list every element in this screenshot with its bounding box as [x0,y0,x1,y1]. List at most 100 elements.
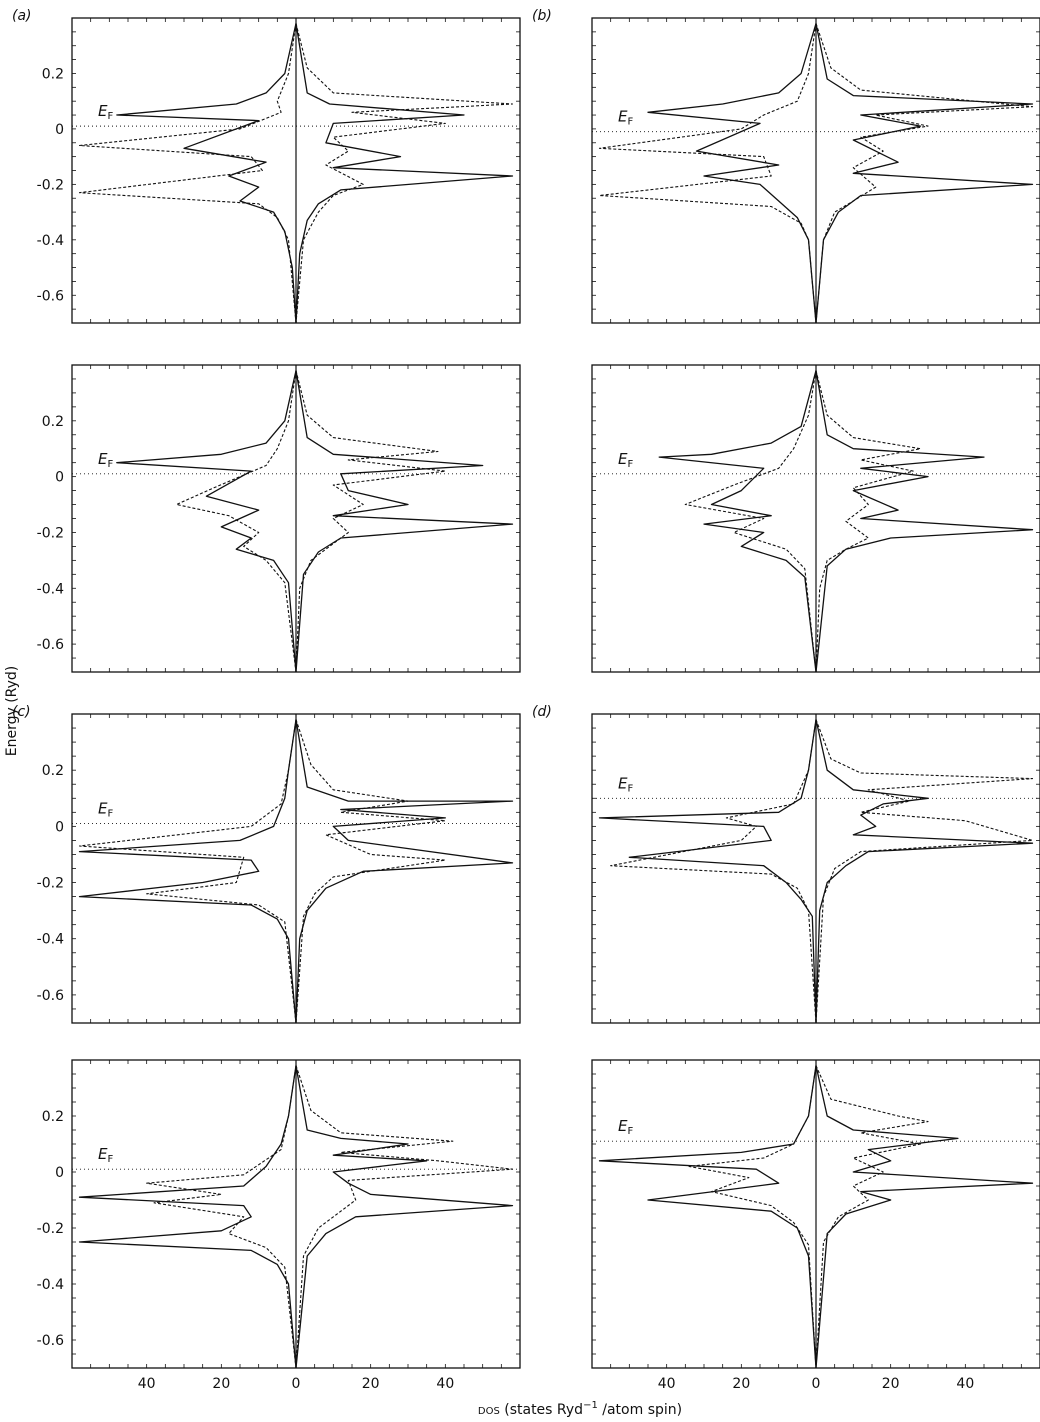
x-tick-label: 20 [882,1376,900,1392]
y-tick-label: -0.4 [37,1277,64,1293]
x-tick-label: 20 [212,1376,230,1392]
fermi-label: EF [98,1145,113,1165]
dos-curve-dotted-left [78,719,297,1024]
y-tick-label: 0 [55,1165,64,1181]
y-tick-label: -0.2 [37,876,64,892]
dos-curve-solid-right [295,23,514,324]
panel-3: EF 0.2 0 -0.2 -0.4 -0.6 [37,364,521,673]
dos-curve-dotted-left [610,719,817,1024]
fermi-label: EF [98,800,113,820]
dos-curve-dotted-left [684,370,817,673]
y-tick-label: -0.4 [37,233,64,249]
y-tick-label: 0 [55,122,64,138]
fermi-label-main: E [618,1117,628,1135]
y-tick-label: 0.2 [42,763,64,779]
y-tick-label: -0.6 [37,637,64,653]
panel-label: (c) [12,704,31,720]
dos-curve-solid-right [295,1065,514,1369]
fermi-label-sub: F [107,111,113,122]
dos-curve-solid-left [116,370,297,673]
x-axis-title-tail: /atom spin) [598,1402,682,1418]
x-axis-title-prefix: DOS [478,1406,500,1417]
dos-curve-solid-right [815,1065,1034,1369]
fermi-label-main: E [618,774,628,792]
dos-curve-solid-right [295,370,514,673]
y-tick-label: -0.6 [37,288,64,304]
dos-curve-solid-left [116,23,297,324]
dos-curve-solid-left [78,719,297,1024]
panel-4: EF [591,364,1040,673]
fermi-label-sub: F [107,1154,113,1165]
fermi-label-sub: F [627,783,633,794]
fermi-label-main: E [618,450,628,468]
dos-curve-dotted-left [146,1065,297,1369]
panel-label: (a) [12,8,32,24]
dos-curve-dotted-left [78,23,297,324]
panel-6: EF (d) [532,704,1040,1024]
panel-5: EF 0.2 0 -0.2 -0.4 -0.6 (c) [12,704,521,1024]
x-axis-title: DOS (states Ryd−1 /atom spin) [478,1400,682,1418]
y-tick-label: 0 [55,470,64,486]
dos-curve-dotted-right [815,370,922,673]
dos-curve-dotted-right [295,1065,514,1369]
dos-curve-solid-right [295,719,514,1024]
fermi-label-sub: F [627,117,633,128]
fermi-label-main: E [98,800,108,818]
fermi-label: EF [98,450,113,470]
fermi-label-sub: F [107,809,113,820]
dos-curve-dotted-right [815,719,1034,1024]
x-axis-title-main: (states Ryd [500,1402,583,1418]
y-tick-label: -0.2 [37,1221,64,1237]
x-tick-label: 40 [138,1376,156,1392]
panel-7: EF 0.2 0 -0.2 -0.4 -0.6 40 20 0 20 40 [37,1059,521,1392]
x-tick-label: 40 [956,1376,974,1392]
x-axis-title-sup: −1 [583,1400,598,1411]
x-tick-label: 40 [658,1376,676,1392]
fermi-label: EF [618,108,633,128]
fermi-label-sub: F [627,459,633,470]
panel-2: EF (b) [532,8,1040,324]
x-tick-label: 40 [436,1376,454,1392]
dos-curve-dotted-left [688,1065,817,1369]
panel-label: (d) [532,704,552,720]
dos-curve-solid-left [598,719,817,1024]
dos-curve-solid-left [647,23,817,324]
fermi-label-main: E [98,450,108,468]
fermi-label-sub: F [107,459,113,470]
x-tick-label: 20 [732,1376,750,1392]
fermi-label: EF [618,774,633,794]
panels-layer: EF0.20-0.2-0.4-0.6(a)EF(b)EF0.20-0.2-0.4… [12,8,1040,1392]
y-tick-label: 0.2 [42,66,64,82]
y-tick-label: 0 [55,819,64,835]
y-tick-label: -0.2 [37,525,64,541]
y-tick-label: 0.2 [42,414,64,430]
fermi-label-sub: F [627,1126,633,1137]
fermi-label: EF [98,102,113,122]
dos-curve-dotted-right [295,370,446,673]
y-tick-label: -0.2 [37,177,64,193]
dos-curve-solid-left [658,370,817,673]
dos-curve-dotted-right [815,23,1034,324]
panel-8: EF 40 20 0 20 40 [591,1059,1040,1392]
y-tick-label: 0.2 [42,1109,64,1125]
dos-curve-dotted-left [175,370,297,673]
y-axis-title: Energy (Ryd) [4,666,20,757]
fermi-label-main: E [98,1145,108,1163]
y-tick-label: -0.4 [37,581,64,597]
dos-curve-dotted-right [295,719,446,1024]
dos-curve-solid-left [598,1065,817,1369]
dos-curve-dotted-left [598,23,817,324]
y-tick-label: -0.6 [37,988,64,1004]
fermi-label: EF [618,450,633,470]
panel-label: (b) [532,8,552,24]
x-tick-label: 20 [362,1376,380,1392]
panel-1: EF 0.2 0 -0.2 -0.4 -0.6 (a) [12,8,521,324]
x-tick-label: 0 [292,1376,301,1392]
dos-curve-dotted-right [815,1065,929,1369]
fermi-label-main: E [98,102,108,120]
fermi-label: EF [618,1117,633,1137]
dos-curve-solid-left [78,1065,297,1369]
dos-curve-solid-right [815,719,1034,1024]
x-tick-label: 0 [812,1376,821,1392]
